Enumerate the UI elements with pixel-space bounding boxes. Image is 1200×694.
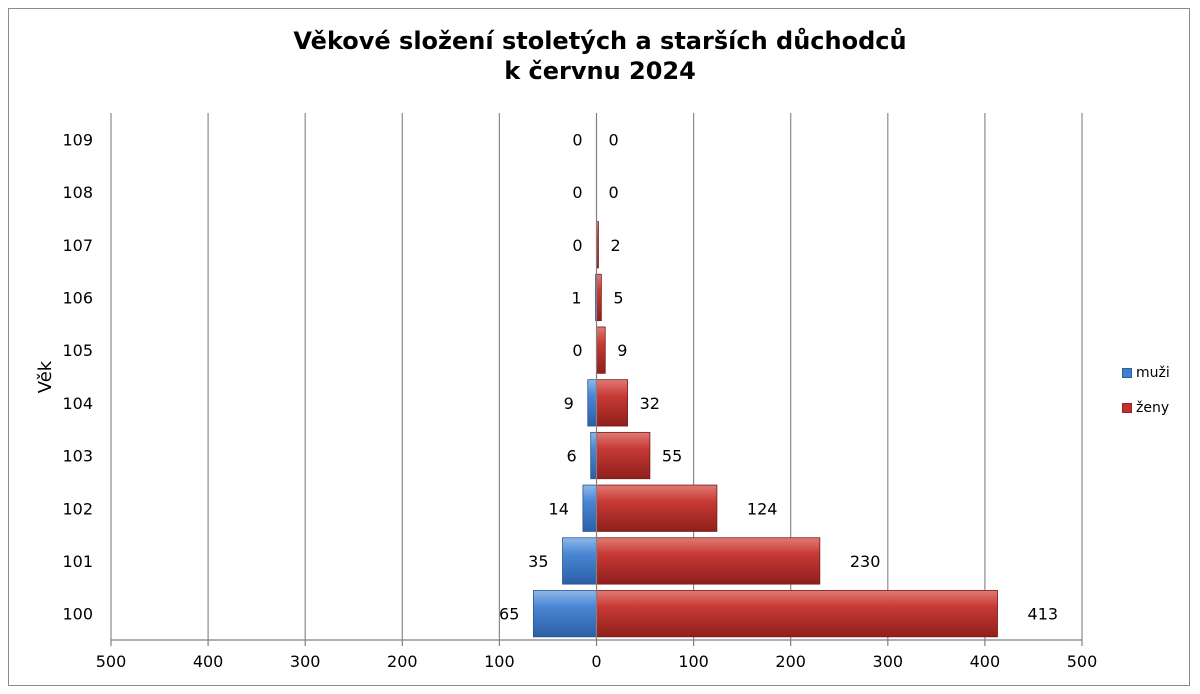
y-tick-label-109: 109 xyxy=(62,130,93,149)
bar-ženy-102 xyxy=(596,484,718,532)
y-tick-label-102: 102 xyxy=(62,499,93,518)
x-tick-label-2: 300 xyxy=(290,652,321,671)
bar-muži-104 xyxy=(587,379,597,427)
x-tick-label-1: 400 xyxy=(193,652,224,671)
y-tick-label-101: 101 xyxy=(62,552,93,571)
legend-label-muzi: muži xyxy=(1136,365,1170,381)
data-label-muži-107: 0 xyxy=(572,236,582,255)
legend-item-muzi: muži xyxy=(1122,364,1170,382)
data-label-muži-102: 14 xyxy=(549,499,569,518)
bar-ženy-104 xyxy=(596,379,628,427)
data-label-muži-106: 1 xyxy=(571,288,581,307)
y-axis-label: Věk xyxy=(35,360,56,393)
chart-title-line-1: Věkové složení stoletých a starších důch… xyxy=(293,27,907,55)
data-label-ženy-101: 230 xyxy=(850,552,881,571)
x-tick-label-3: 200 xyxy=(387,652,418,671)
x-tick-label-10: 500 xyxy=(1067,652,1098,671)
x-tick-label-0: 500 xyxy=(96,652,127,671)
bar-ženy-105 xyxy=(596,326,606,374)
legend-item-zeny: ženy xyxy=(1122,399,1170,417)
bar-muži-100 xyxy=(532,590,597,638)
x-tick-label-5: 0 xyxy=(591,652,601,671)
bar-ženy-100 xyxy=(596,590,998,638)
data-label-ženy-103: 55 xyxy=(662,447,682,466)
y-tick-label-103: 103 xyxy=(62,447,93,466)
y-tick-label-100: 100 xyxy=(62,605,93,624)
x-tick-label-4: 100 xyxy=(484,652,515,671)
x-tick-label-6: 100 xyxy=(678,652,709,671)
y-tick-label-105: 105 xyxy=(62,341,93,360)
gridlines xyxy=(110,113,1083,640)
data-label-muži-105: 0 xyxy=(572,341,582,360)
data-label-ženy-105: 9 xyxy=(617,341,627,360)
y-tick-label-106: 106 xyxy=(62,288,93,307)
bar-muži-101 xyxy=(562,537,597,585)
data-label-muži-109: 0 xyxy=(572,130,582,149)
bar-ženy-101 xyxy=(596,537,821,585)
data-label-ženy-100: 413 xyxy=(1028,605,1059,624)
bar-ženy-103 xyxy=(596,431,651,480)
data-label-muži-101: 35 xyxy=(528,552,548,571)
legend-label-zeny: ženy xyxy=(1136,400,1170,416)
y-tick-label-107: 107 xyxy=(62,236,93,255)
axes xyxy=(110,113,1083,646)
data-label-ženy-104: 32 xyxy=(640,394,660,413)
legend: muži ženy xyxy=(1122,364,1170,434)
data-label-ženy-109: 0 xyxy=(609,130,619,149)
data-label-muži-103: 6 xyxy=(566,447,576,466)
y-tick-label-108: 108 xyxy=(62,183,93,202)
data-label-muži-108: 0 xyxy=(572,183,582,202)
data-label-muži-104: 9 xyxy=(564,394,574,413)
bar-muži-102 xyxy=(582,484,597,532)
x-tick-label-9: 400 xyxy=(970,652,1001,671)
y-tick-label-104: 104 xyxy=(62,394,93,413)
data-label-ženy-107: 2 xyxy=(610,236,620,255)
x-tick-label-8: 300 xyxy=(873,652,904,671)
bars xyxy=(532,221,998,638)
data-label-ženy-106: 5 xyxy=(613,288,623,307)
bar-ženy-106 xyxy=(596,273,602,322)
bar-muži-103 xyxy=(590,431,597,480)
legend-swatch-muzi xyxy=(1122,368,1132,378)
data-label-ženy-108: 0 xyxy=(609,183,619,202)
chart-title: Věkové složení stoletých a starších důch… xyxy=(0,26,1200,86)
x-tick-label-7: 200 xyxy=(775,652,806,671)
labels: 500 400 300 200 100 0 100 200 300 400 500100101102… xyxy=(35,130,1097,671)
data-label-ženy-102: 124 xyxy=(747,499,778,518)
data-label-muži-100: 65 xyxy=(499,605,519,624)
chart-title-line-2: k červnu 2024 xyxy=(504,57,696,85)
legend-swatch-zeny xyxy=(1122,403,1132,413)
